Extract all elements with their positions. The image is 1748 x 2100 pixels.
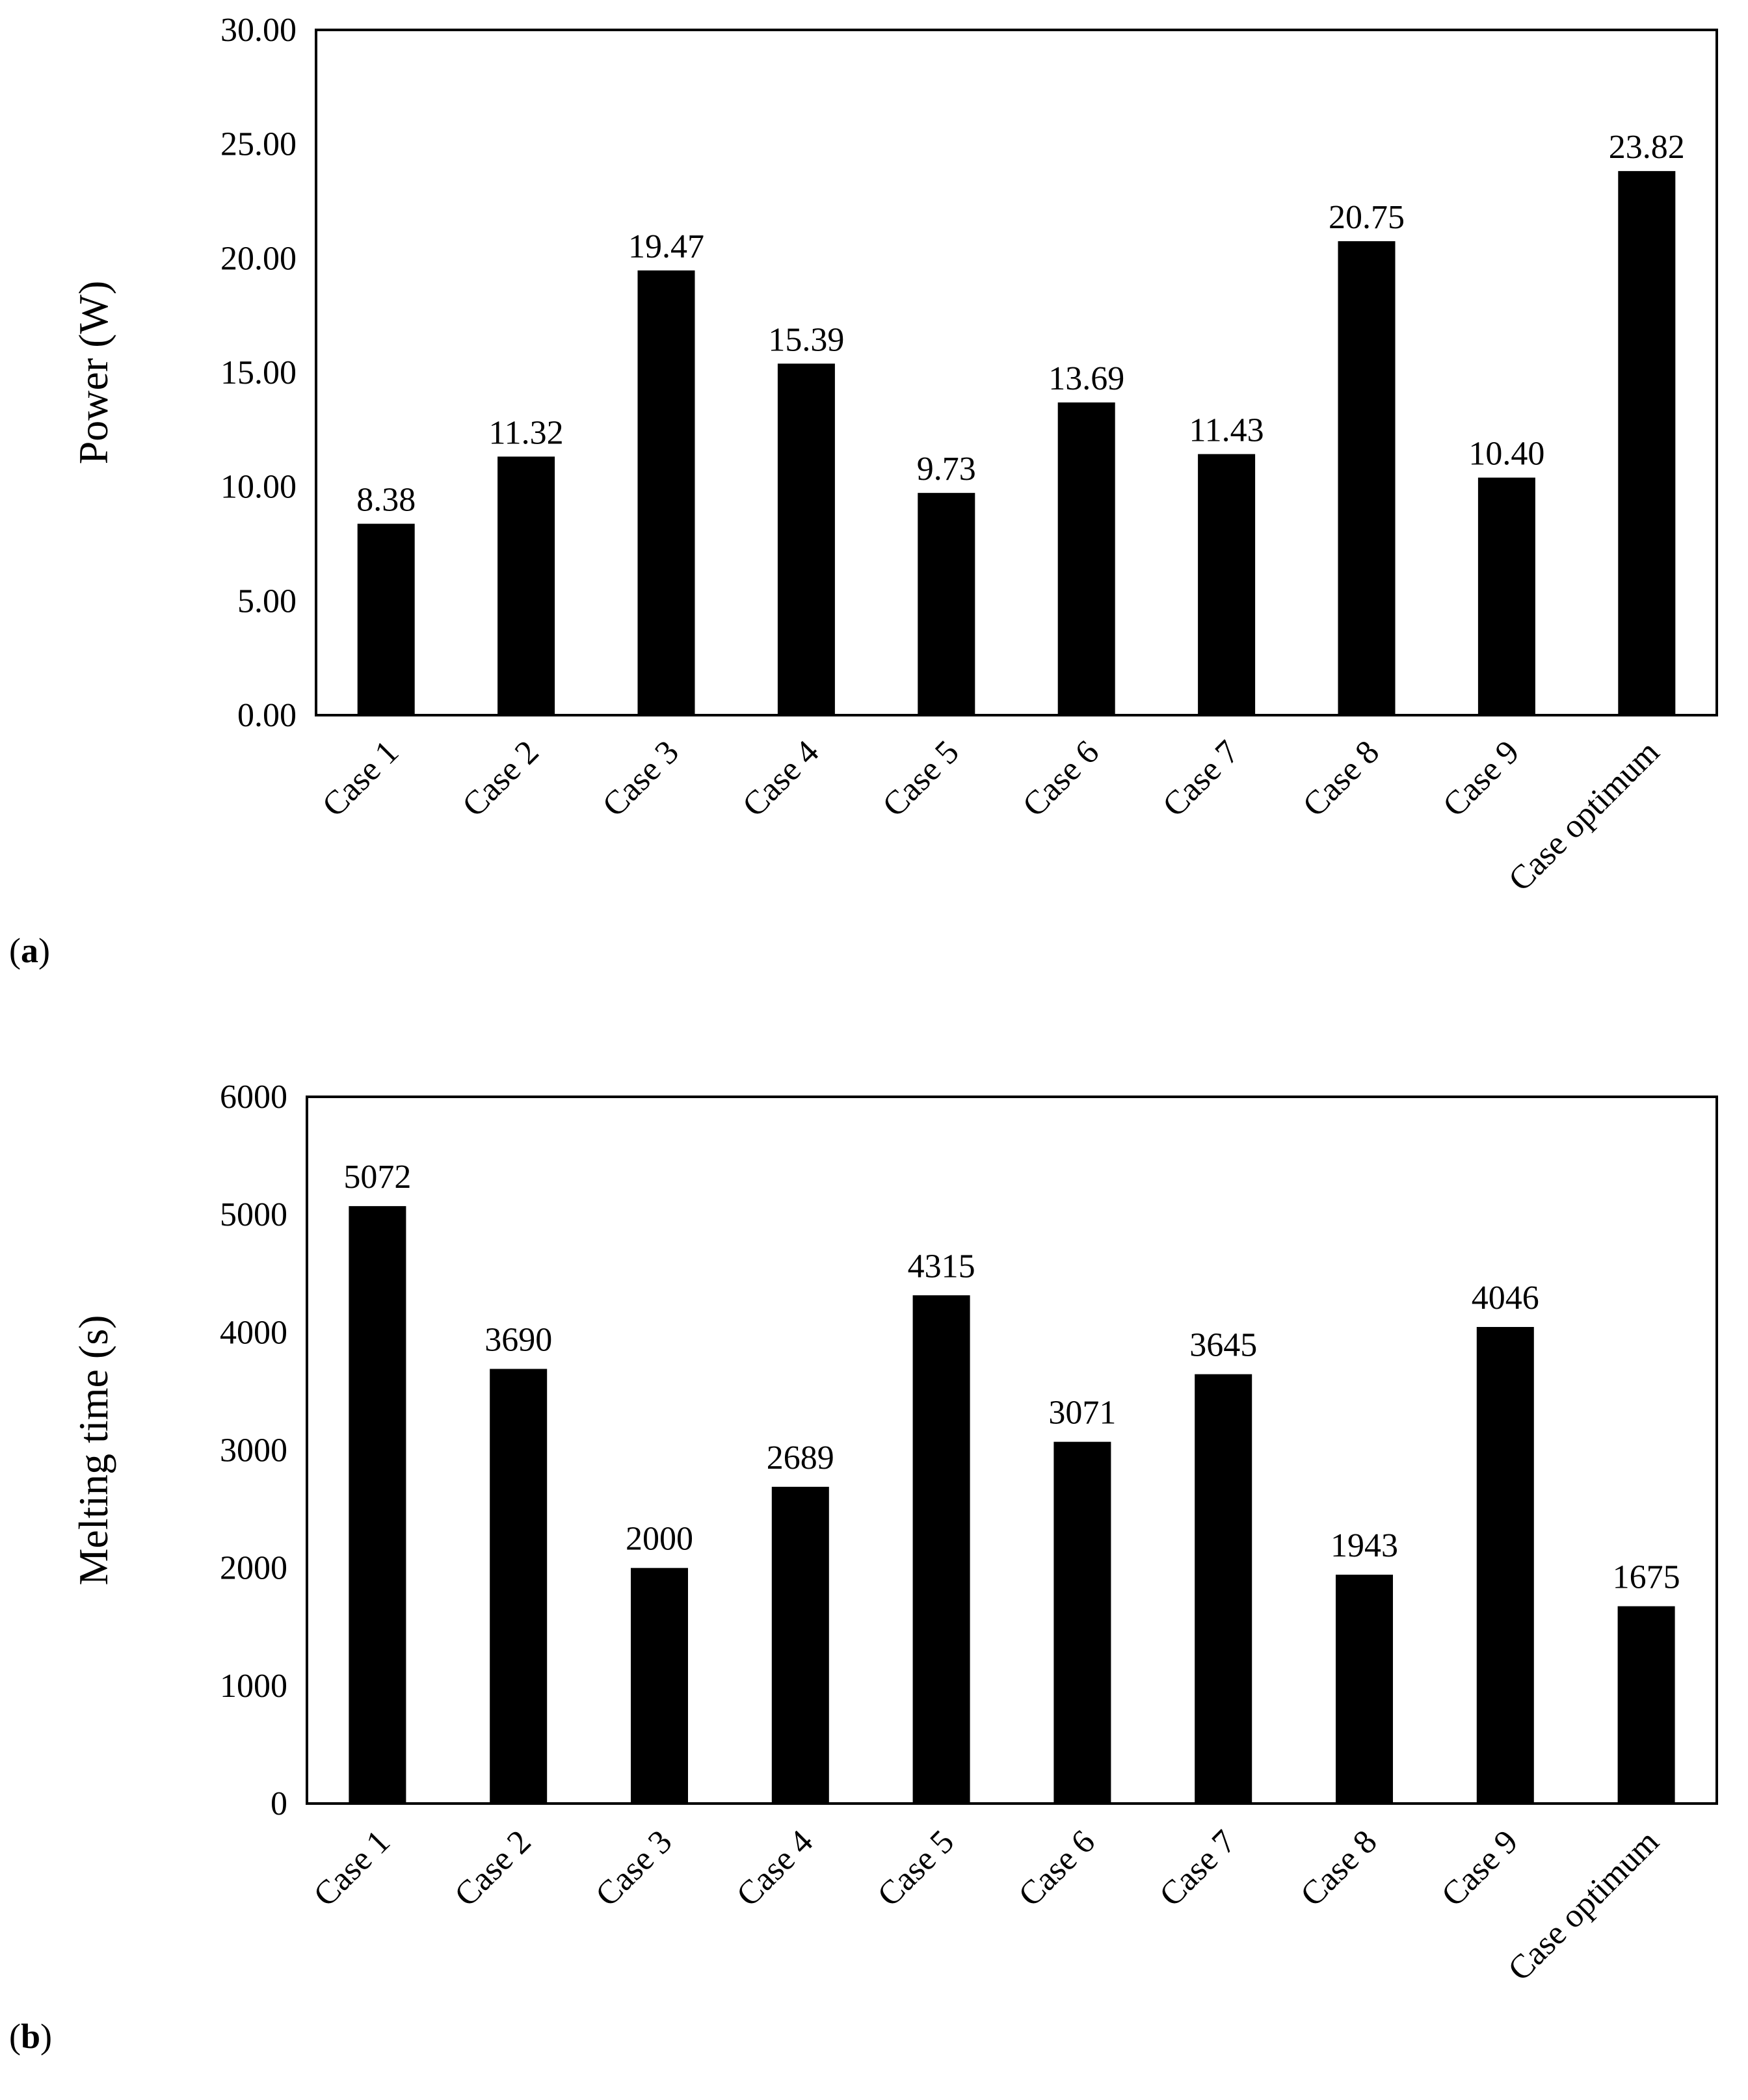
x-category-label: Case optimum <box>1501 1823 1666 1988</box>
x-category-label: Case 2 <box>447 1823 538 1913</box>
x-category-label: Case 1 <box>315 733 406 824</box>
bar <box>1198 454 1256 715</box>
x-category-label: Case 9 <box>1435 1823 1525 1913</box>
y-tick-label: 3000 <box>220 1432 287 1469</box>
y-tick-label: 5000 <box>220 1196 287 1233</box>
bar <box>1336 1574 1393 1804</box>
bar <box>918 493 975 715</box>
bar-value-label: 15.39 <box>768 321 844 358</box>
x-category-label: Case 4 <box>730 1823 820 1913</box>
y-tick-label: 1000 <box>220 1668 287 1705</box>
bar <box>637 270 695 716</box>
x-category-label: Case 3 <box>596 733 686 824</box>
panel-label-b: (b) <box>9 2017 52 2056</box>
bar-value-label: 11.32 <box>489 414 564 451</box>
bar-value-label: 8.38 <box>356 482 416 519</box>
x-category-label: Case 6 <box>1012 1823 1102 1913</box>
bar-value-label: 20.75 <box>1329 199 1405 236</box>
bar-value-label: 3645 <box>1189 1327 1257 1364</box>
bar-value-label: 13.69 <box>1048 360 1124 397</box>
bar <box>1195 1374 1252 1804</box>
melting-time-chart: 0 1000 2000 3000 4000 5000 6000 Melting time (s… <box>70 1079 1718 1988</box>
plot-area-frame <box>306 1096 1718 1805</box>
y-tick-label: 20.00 <box>220 240 297 277</box>
bar-value-label: 3690 <box>484 1321 552 1358</box>
x-category-label: Case 8 <box>1293 1823 1384 1913</box>
x-category-label: Case optimum <box>1502 733 1667 899</box>
bar <box>777 363 835 715</box>
bar-value-label: 4046 <box>1472 1280 1539 1317</box>
y-tick-label: 25.00 <box>220 126 297 163</box>
bar-value-label: 3071 <box>1048 1395 1116 1432</box>
bar-value-label: 11.43 <box>1189 412 1264 449</box>
panel-label-a: (a) <box>9 931 50 970</box>
y-tick-label: 6000 <box>220 1079 287 1116</box>
y-tick-label: 4000 <box>220 1314 287 1351</box>
y-tick-label: 0 <box>271 1785 287 1822</box>
bar <box>1477 477 1535 715</box>
x-category-label: Case 2 <box>455 733 546 824</box>
bar-value-label: 9.73 <box>917 451 976 488</box>
bar <box>1476 1326 1534 1804</box>
bar-value-label: 10.40 <box>1468 436 1544 473</box>
bar-value-label: 5072 <box>343 1159 411 1196</box>
x-category-label: Case 1 <box>307 1823 397 1913</box>
y-tick-label: 30.00 <box>220 12 297 49</box>
plot-area-frame <box>315 29 1718 716</box>
bar-value-label: 1675 <box>1613 1559 1680 1596</box>
bar <box>357 523 415 715</box>
bar <box>497 456 555 715</box>
y-tick-label: 0.00 <box>237 697 297 734</box>
bar-value-label: 2689 <box>767 1439 834 1477</box>
bar <box>1057 402 1115 715</box>
x-category-label: Case 5 <box>871 1823 961 1913</box>
y-axis-label: Power (W) <box>70 281 116 465</box>
y-tick-label: 15.00 <box>220 354 297 391</box>
bar-value-label: 19.47 <box>628 228 704 265</box>
power-chart: 0.00 5.00 10.00 15.00 20.00 25.00 30.00 Power (… <box>70 12 1718 899</box>
x-category-label: Case 6 <box>1016 733 1106 824</box>
bar <box>1618 171 1676 715</box>
y-tick-label: 5.00 <box>237 583 297 620</box>
bar-value-label: 23.82 <box>1609 129 1685 166</box>
bar <box>912 1295 970 1804</box>
x-category-label: Case 7 <box>1152 1823 1243 1913</box>
x-category-label: Case 3 <box>589 1823 679 1913</box>
bar-value-label: 1943 <box>1331 1527 1398 1564</box>
x-category-label: Case 8 <box>1296 733 1386 824</box>
y-tick-label: 2000 <box>220 1550 287 1587</box>
bar <box>1338 241 1396 715</box>
x-category-label: Case 5 <box>875 733 966 824</box>
bar <box>1053 1441 1111 1804</box>
x-category-label: Case 9 <box>1436 733 1526 824</box>
bar-value-label: 4315 <box>908 1248 975 1285</box>
bar <box>631 1568 688 1804</box>
bar <box>349 1206 406 1804</box>
x-category-label: Case 4 <box>735 733 826 824</box>
x-category-label: Case 7 <box>1156 733 1246 824</box>
bar <box>490 1369 548 1804</box>
y-tick-label: 10.00 <box>220 469 297 506</box>
bar <box>771 1486 829 1804</box>
bar <box>1617 1606 1675 1804</box>
bar-value-label: 2000 <box>626 1521 693 1558</box>
y-axis-label: Melting time (s) <box>70 1315 116 1586</box>
